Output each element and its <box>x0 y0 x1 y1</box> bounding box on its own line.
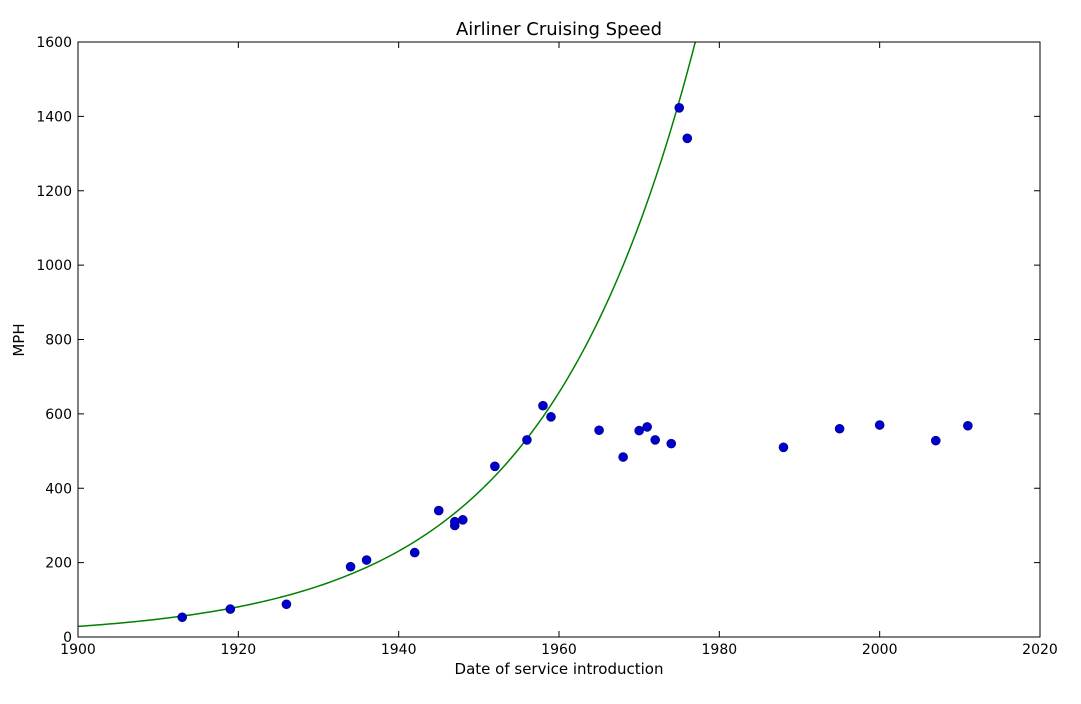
plot-frame <box>77 41 1041 638</box>
data-point <box>963 420 973 431</box>
x-axis-label: Date of service introduction <box>455 660 664 678</box>
data-point <box>682 133 693 144</box>
y-axis: 0 200 400 600 800 1000 1200 1400 1600 <box>36 35 1040 646</box>
x-tick-label: 1920 <box>221 642 257 658</box>
data-point <box>538 400 548 411</box>
y-tick-label: 200 <box>45 556 72 572</box>
data-point <box>834 423 845 434</box>
x-tick-label: 1900 <box>60 642 96 658</box>
data-point <box>594 425 604 436</box>
data-point <box>666 438 677 449</box>
y-tick-label: 600 <box>45 407 72 423</box>
y-tick-label: 0 <box>63 630 72 646</box>
data-point <box>409 547 420 558</box>
data-point <box>177 612 188 623</box>
y-axis-label: MPH <box>10 323 28 356</box>
y-tick-label: 800 <box>45 333 72 349</box>
data-point <box>642 422 652 432</box>
data-point <box>281 599 292 610</box>
data-point <box>449 516 460 527</box>
data-point <box>490 461 500 472</box>
y-tick-label: 400 <box>45 481 72 497</box>
data-point <box>930 435 941 446</box>
data-point <box>674 103 685 113</box>
x-tick-label: 2000 <box>862 642 898 658</box>
data-point <box>225 604 236 614</box>
data-point <box>778 442 789 453</box>
y-tick-label: 1400 <box>36 109 72 125</box>
data-point <box>361 555 372 565</box>
data-point <box>618 452 628 462</box>
data-point <box>634 425 644 436</box>
x-tick-label: 2020 <box>1022 642 1058 658</box>
chart-title: Airliner Cruising Speed <box>456 19 662 40</box>
trend-line <box>78 42 697 628</box>
data-point <box>522 435 532 445</box>
data-point <box>433 505 444 516</box>
data-point <box>457 515 468 525</box>
x-tick-label: 1940 <box>381 642 417 658</box>
y-tick-label: 1000 <box>36 258 72 274</box>
data-point <box>650 435 661 445</box>
y-tick-label: 1600 <box>36 35 72 51</box>
data-point <box>874 420 885 430</box>
x-tick-label: 1980 <box>702 642 738 658</box>
y-tick-label: 1200 <box>36 184 72 200</box>
x-tick-label: 1960 <box>541 642 577 658</box>
data-point <box>546 412 556 422</box>
data-point <box>345 561 356 572</box>
x-axis: 1900 1920 1940 1960 1980 2000 2020 <box>60 42 1058 658</box>
